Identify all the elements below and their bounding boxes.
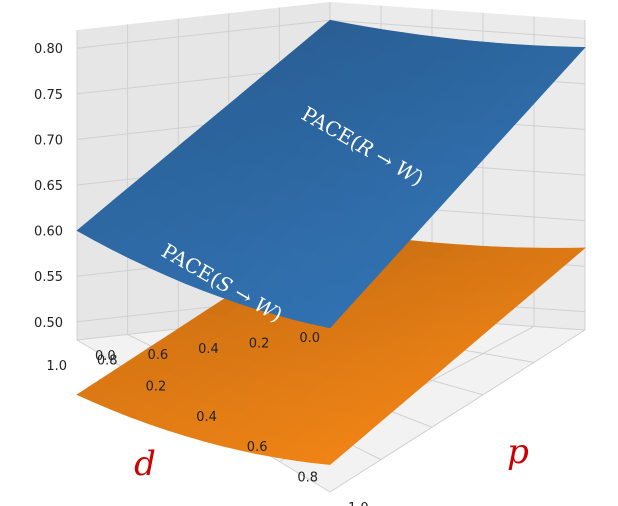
x-tick-label: 0.6 bbox=[247, 440, 268, 455]
z-tick-label: 0.80 bbox=[34, 42, 63, 57]
tick-labels: 0.50 0.55 0.60 0.65 0.70 0.75 0.80 0.0 0.2 0.4 0.6… bbox=[34, 42, 369, 506]
y-tick-label: 0.2 bbox=[249, 337, 270, 352]
surface-patch bbox=[311, 303, 349, 329]
y-tick-label: 0.6 bbox=[148, 348, 169, 363]
z-tick-label: 0.65 bbox=[34, 179, 63, 194]
z-tick-label: 0.75 bbox=[34, 88, 63, 103]
x-tick-label: 0.4 bbox=[196, 410, 217, 425]
z-tick-label: 0.70 bbox=[34, 133, 63, 148]
x-tick-label: 1.0 bbox=[348, 501, 369, 506]
y-tick-label: 0.4 bbox=[198, 342, 219, 357]
surface-patch bbox=[311, 447, 349, 465]
x-tick-label: 0.2 bbox=[146, 379, 167, 394]
z-tick-label: 0.50 bbox=[34, 316, 63, 331]
y-tick-label: 1.0 bbox=[46, 359, 67, 374]
y-tick-label: 0.8 bbox=[97, 353, 118, 368]
grid-line bbox=[329, 329, 586, 493]
x-axis-label: p bbox=[507, 432, 529, 472]
x-tick-label: 0.0 bbox=[95, 349, 116, 364]
y-tick-label: 0.0 bbox=[299, 331, 320, 346]
y-axis-label: d bbox=[134, 444, 156, 484]
z-tick-label: 0.55 bbox=[34, 270, 63, 285]
z-tick-label: 0.60 bbox=[34, 225, 63, 240]
x-tick-label: 0.8 bbox=[297, 471, 318, 486]
surfaces bbox=[76, 19, 586, 465]
surface-rw bbox=[76, 19, 586, 329]
